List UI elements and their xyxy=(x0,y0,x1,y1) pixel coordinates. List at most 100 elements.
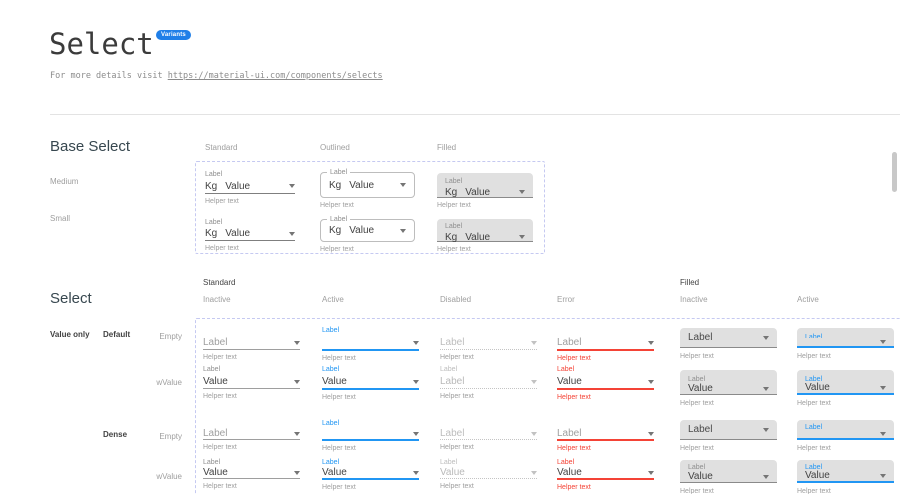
base-select-standard-medium: Label Kg Value Helper text xyxy=(205,169,295,205)
select-control[interactable]: Label Value xyxy=(797,370,894,395)
select-control[interactable]: Value xyxy=(203,375,300,389)
helper-text: Helper text xyxy=(320,246,354,253)
group-header-filled: Filled xyxy=(680,278,700,287)
dropdown-arrow-icon xyxy=(763,474,769,479)
select-standard-inactive-default-wvalue: Label Value Helper text xyxy=(203,363,300,400)
select-label xyxy=(203,419,300,428)
select-control[interactable]: Label xyxy=(557,428,654,441)
base-row-header-medium: Medium xyxy=(50,177,79,186)
row-group-dense: Dense xyxy=(103,430,128,439)
docs-link[interactable]: https://material-ui.com/components/selec… xyxy=(167,71,383,81)
select-adornment: Kg xyxy=(445,186,458,198)
helper-text: Helper text xyxy=(680,353,714,360)
select-control[interactable]: Label Value xyxy=(680,370,777,395)
column-header-filled-active: Active xyxy=(797,295,819,304)
select-control[interactable]: Label xyxy=(680,420,777,440)
select-value: Value xyxy=(465,186,491,198)
select-control[interactable]: Kg Value xyxy=(205,179,295,194)
select-value: Value xyxy=(225,228,251,239)
select-control[interactable]: Value xyxy=(203,467,300,479)
select-adornment: Kg xyxy=(329,179,342,191)
column-header-standard-error: Error xyxy=(557,295,575,304)
dropdown-arrow-icon xyxy=(294,431,300,436)
helper-text: Helper text xyxy=(322,355,356,362)
select-label: Label xyxy=(440,366,458,373)
select-value: Label xyxy=(440,428,465,439)
select-control[interactable]: Label xyxy=(440,428,537,440)
select-control[interactable]: Label Kg Value xyxy=(437,173,533,198)
base-select-filled-small: Label Kg Value Helper text xyxy=(437,217,533,253)
select-standard-active-dense-empty: Label Helper text xyxy=(322,419,419,452)
value-row: Value xyxy=(805,382,886,393)
select-label: Label xyxy=(322,420,340,427)
select-standard-error-default-empty: Label Helper text xyxy=(557,324,654,362)
dropdown-arrow-icon xyxy=(294,379,300,384)
select-label: Label xyxy=(445,178,463,185)
select-control[interactable]: Label xyxy=(680,328,777,348)
select-standard-inactive-dense-empty: Label Helper text xyxy=(203,419,300,451)
dropdown-arrow-icon xyxy=(648,379,654,384)
helper-text: Helper text xyxy=(797,445,831,452)
row-group-default: Default xyxy=(103,330,131,339)
value-row: Value xyxy=(805,470,886,481)
select-control[interactable]: Value xyxy=(557,375,654,390)
helper-text: Helper text xyxy=(557,355,591,362)
helper-text: Helper text xyxy=(680,400,714,407)
dropdown-arrow-icon xyxy=(519,235,525,239)
select-label: Label xyxy=(205,171,223,178)
select-value: Value xyxy=(322,467,347,478)
subtitle: For more details visit https://material-… xyxy=(50,71,383,81)
select-control[interactable]: Label xyxy=(797,328,894,348)
select-label: Label xyxy=(805,376,823,382)
dropdown-arrow-icon xyxy=(294,470,300,475)
dropdown-arrow-icon xyxy=(880,473,886,478)
select-control[interactable]: Value xyxy=(322,467,419,480)
select-control[interactable]: Label xyxy=(203,428,300,440)
select-control[interactable]: Label Kg Value xyxy=(320,215,415,242)
select-standard-inactive-dense-wvalue: Label Value Helper text xyxy=(203,458,300,490)
dropdown-arrow-icon xyxy=(400,183,406,187)
select-value: Value xyxy=(349,179,375,191)
select-control[interactable]: Kg Value xyxy=(205,227,295,241)
select-standard-active-default-wvalue: Label Value Helper text xyxy=(322,363,419,401)
select-label: Label xyxy=(805,464,823,470)
select-control[interactable]: Label xyxy=(440,336,537,350)
helper-text: Helper text xyxy=(440,483,474,490)
select-value: Value xyxy=(203,467,228,478)
select-control[interactable] xyxy=(322,336,419,351)
select-control[interactable]: Value xyxy=(557,467,654,480)
base-column-header-outlined: Outlined xyxy=(320,143,350,152)
scrollbar-thumb[interactable] xyxy=(892,152,897,192)
dropdown-arrow-icon xyxy=(763,427,769,432)
dropdown-arrow-icon xyxy=(880,385,886,390)
select-control[interactable]: Label xyxy=(797,420,894,440)
select-control[interactable]: Label Value xyxy=(797,460,894,483)
select-control[interactable]: Label Value xyxy=(680,460,777,483)
dropdown-arrow-icon xyxy=(413,379,419,384)
helper-text: Helper text xyxy=(440,393,474,400)
header-divider xyxy=(50,114,900,115)
select-label: Label xyxy=(688,464,706,471)
select-control[interactable]: Label Kg Value xyxy=(437,219,533,243)
select-control[interactable] xyxy=(322,428,419,441)
helper-text: Helper text xyxy=(322,445,356,452)
select-control[interactable]: Value xyxy=(322,375,419,390)
dropdown-arrow-icon xyxy=(763,335,769,340)
select-label xyxy=(440,324,537,336)
select-filled-active-default-empty: Label Helper text xyxy=(797,324,894,360)
select-value: Label xyxy=(440,376,465,387)
select-standard-active-dense-wvalue: Label Value Helper text xyxy=(322,458,419,491)
select-label: Label xyxy=(203,366,221,373)
select-label: Label xyxy=(805,424,823,430)
select-control[interactable]: Label xyxy=(557,336,654,351)
select-label: Label xyxy=(805,334,823,339)
select-label: Label xyxy=(440,459,458,466)
select-control[interactable]: Value xyxy=(440,467,537,479)
select-value: Value xyxy=(805,470,830,481)
select-control[interactable]: Label Kg Value xyxy=(320,168,415,198)
select-control[interactable]: Label xyxy=(203,336,300,350)
select-control[interactable]: Label xyxy=(440,375,537,389)
select-value: Label xyxy=(440,337,465,348)
helper-text: Helper text xyxy=(322,394,356,401)
